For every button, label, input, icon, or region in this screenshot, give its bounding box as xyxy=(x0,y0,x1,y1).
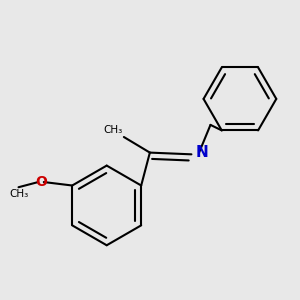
Text: O: O xyxy=(35,175,47,189)
Text: CH₃: CH₃ xyxy=(103,125,122,135)
Text: N: N xyxy=(196,145,208,160)
Text: CH₃: CH₃ xyxy=(9,189,28,199)
